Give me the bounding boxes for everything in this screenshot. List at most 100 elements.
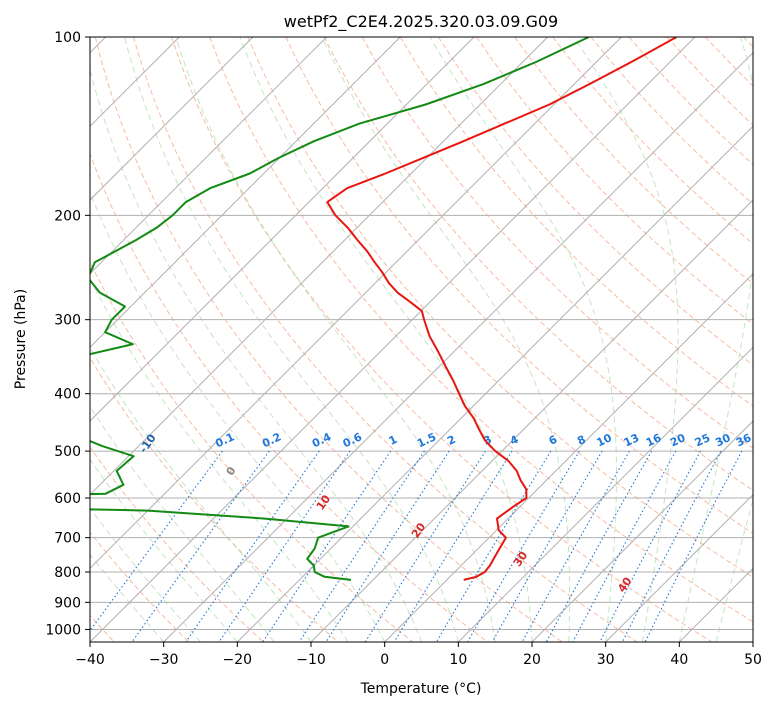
mixing-ratio-line xyxy=(185,450,320,642)
dry-adiabat-line xyxy=(94,37,563,642)
mixing-ratio-label: 25 xyxy=(693,431,712,449)
moist-adiabat-line xyxy=(90,67,422,642)
x-tick-label: −20 xyxy=(223,652,253,668)
moist-adiabat-line xyxy=(90,190,386,642)
temperature-profile-line xyxy=(326,37,678,581)
mixing-ratio-line xyxy=(218,450,351,642)
dry-adiabat-line xyxy=(132,37,638,642)
mixing-ratio-line xyxy=(262,450,392,642)
isotherm-line xyxy=(457,346,753,642)
moist-adiabat-line xyxy=(715,498,753,642)
x-axis: −40 −30 −20 −10 0 10 20 30 40 50 xyxy=(75,642,762,668)
moist-adiabat-line xyxy=(678,37,753,642)
x-axis-label: Temperature (°C) xyxy=(360,681,482,697)
moist-adiabat-line xyxy=(321,37,571,642)
mixing-ratio-label: 13 xyxy=(622,431,641,449)
isotherm-line xyxy=(605,493,753,642)
isotherm-line xyxy=(90,37,254,201)
plot-frame xyxy=(89,36,754,643)
dry-adiabat-line xyxy=(476,37,753,325)
dry-adiabat-line xyxy=(209,37,753,623)
dry-adiabat-line xyxy=(171,37,712,642)
mixing-ratio-label: 10 xyxy=(595,431,615,449)
moist-adiabat-line xyxy=(90,405,275,642)
mixing-ratio-line xyxy=(621,450,722,642)
isotherm-line xyxy=(384,272,753,642)
y-tick-label: 300 xyxy=(54,313,81,329)
grid-lines xyxy=(90,37,753,642)
plot-area: 0.10.20.40.611.52346810131620253036-100-… xyxy=(90,37,754,642)
isotherm-line xyxy=(90,37,622,570)
dry-adiabat-line xyxy=(90,356,339,642)
y-tick-label: 600 xyxy=(54,491,81,507)
dry-adiabat-line xyxy=(90,260,414,642)
profile-series xyxy=(90,37,678,581)
moist-adiabat-line xyxy=(429,37,617,642)
isotherm-line xyxy=(90,37,475,422)
isotherm-line xyxy=(90,37,696,642)
y-tick-label: 100 xyxy=(54,30,81,46)
x-tick-label: 50 xyxy=(744,652,762,668)
y-tick-label: 800 xyxy=(54,565,81,581)
moist-adiabat-line xyxy=(573,37,679,642)
mixing-ratio-line xyxy=(393,450,513,642)
dry-adiabat-line xyxy=(285,37,753,535)
mixing-ratio-line xyxy=(298,450,425,642)
x-tick-label: −10 xyxy=(296,652,326,668)
isotherm-line xyxy=(163,51,753,642)
x-tick-label: 30 xyxy=(597,652,615,668)
y-tick-label: 400 xyxy=(54,387,81,403)
mixing-ratio-line xyxy=(572,450,677,642)
isotherm-line xyxy=(531,420,753,642)
moist-adiabats xyxy=(90,37,753,642)
chart-title: wetPf2_C2E4.2025.320.03.09.G09 xyxy=(284,12,558,32)
mixing-ratio-lines xyxy=(90,450,743,642)
mixing-ratio-line xyxy=(90,450,223,632)
mixing-ratio-label: 16 xyxy=(644,431,664,449)
mixing-ratio-label: 20 xyxy=(668,431,688,449)
mixing-ratio-label: 30 xyxy=(713,431,733,449)
isotherm-line xyxy=(90,37,549,496)
y-tick-label: 700 xyxy=(54,531,81,547)
dry-adiabat-line xyxy=(323,37,753,491)
y-tick-label: 1000 xyxy=(45,622,81,638)
mixing-ratio-line xyxy=(521,450,630,642)
moist-adiabat-line xyxy=(90,507,201,642)
y-tick-label: 500 xyxy=(54,444,81,460)
x-tick-label: 10 xyxy=(449,652,467,668)
dry-adiabat-line xyxy=(399,37,753,407)
mixing-ratio-line xyxy=(491,450,603,642)
mixing-ratio-line xyxy=(599,450,701,642)
dry-adiabats xyxy=(90,37,753,642)
dewpoint-profile-line xyxy=(90,37,590,581)
x-tick-label: −30 xyxy=(149,652,179,668)
mixing-ratio-line xyxy=(545,450,653,642)
x-tick-label: 0 xyxy=(380,652,389,668)
y-tick-label: 900 xyxy=(54,595,81,611)
dry-adiabat-line xyxy=(90,531,190,642)
dry-adiabat-line xyxy=(90,152,488,642)
moist-adiabat-line xyxy=(124,37,459,642)
isotherm-line xyxy=(236,125,753,642)
dry-adiabat-line xyxy=(247,37,753,578)
x-tick-label: 40 xyxy=(670,652,688,668)
mixing-ratio-line xyxy=(644,450,743,642)
isotherm-line xyxy=(90,37,328,275)
dry-adiabat-line xyxy=(514,37,753,285)
moist-adiabat-line xyxy=(90,553,165,642)
in-plot-labels: 0.10.20.40.611.52346810131620253036-100-… xyxy=(137,430,754,595)
mixing-ratio-label: 36 xyxy=(734,431,754,449)
moist-adiabat-line xyxy=(90,458,238,642)
moist-adiabat-line xyxy=(175,37,496,642)
isotherm-line xyxy=(90,37,401,349)
y-tick-label: 200 xyxy=(54,208,81,224)
y-axis: 100 200 300 400 500 600 700 800 900 1000 xyxy=(45,30,90,638)
dry-adiabat-line xyxy=(437,37,753,366)
isotherm-line xyxy=(310,199,753,642)
x-tick-label: −40 xyxy=(75,652,105,668)
moist-adiabat-line xyxy=(239,37,533,642)
x-tick-label: 20 xyxy=(523,652,541,668)
y-axis-label: Pressure (hPa) xyxy=(13,289,29,389)
